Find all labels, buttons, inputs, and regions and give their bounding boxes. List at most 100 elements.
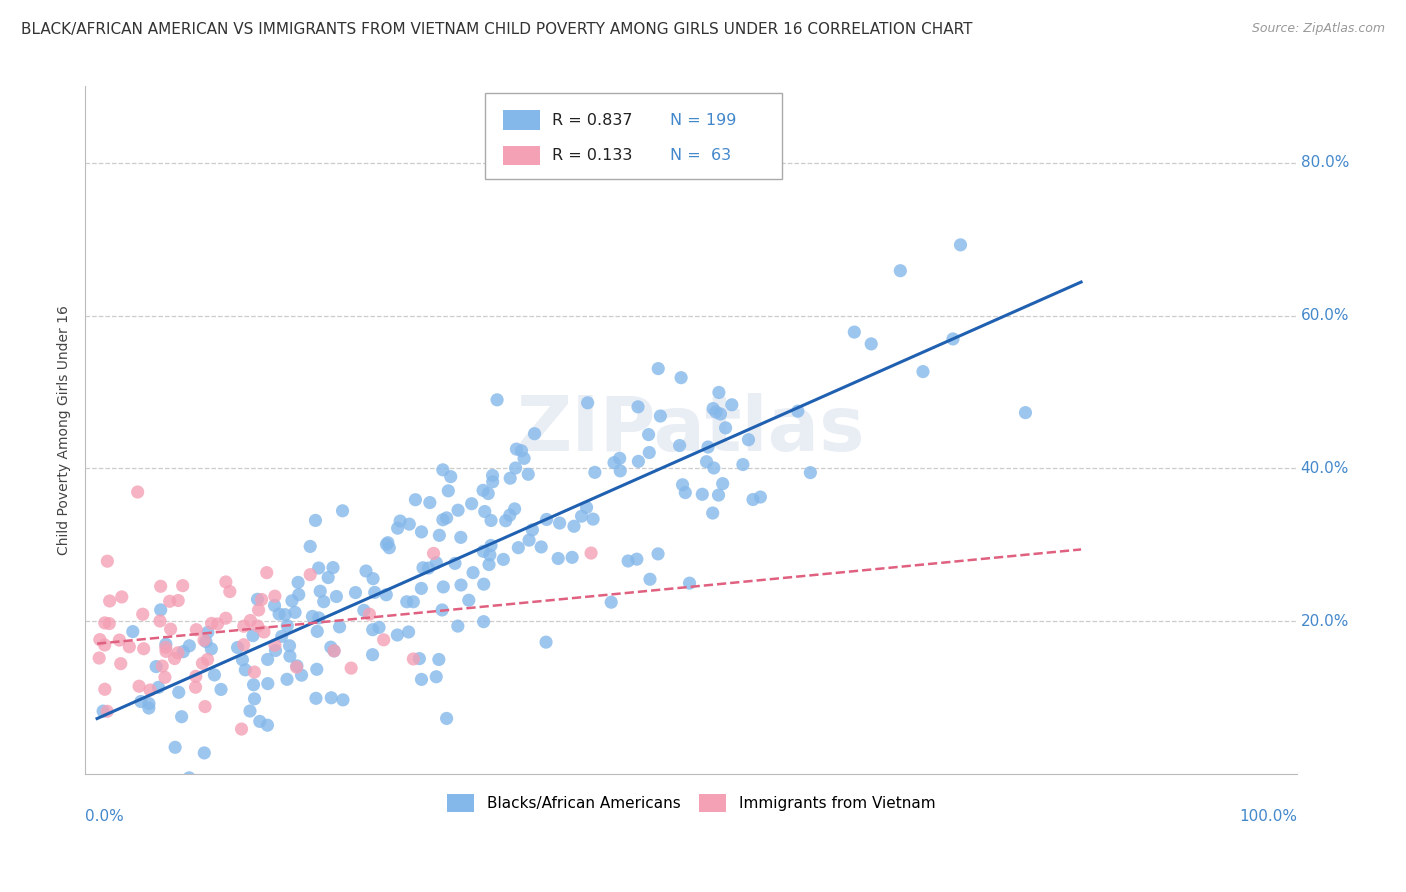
Point: [486, 392, 509, 407]
Point: [243, 665, 266, 679]
Point: [411, 673, 433, 687]
Point: [517, 533, 540, 548]
Point: [284, 605, 307, 619]
Point: [111, 590, 134, 604]
Point: [243, 691, 266, 706]
Point: [450, 578, 472, 592]
Point: [571, 509, 593, 524]
Point: [942, 332, 965, 346]
Point: [522, 523, 544, 537]
Point: [361, 623, 384, 637]
Point: [215, 611, 238, 625]
Point: [285, 660, 308, 674]
Point: [274, 607, 297, 622]
Point: [159, 594, 181, 608]
Point: [226, 640, 249, 655]
Point: [278, 639, 301, 653]
Point: [714, 421, 737, 435]
Point: [460, 497, 482, 511]
Point: [647, 361, 669, 376]
Point: [232, 638, 254, 652]
Point: [121, 624, 143, 639]
Point: [184, 680, 207, 694]
Point: [721, 398, 744, 412]
Point: [707, 385, 730, 400]
Bar: [503, 146, 540, 165]
Point: [322, 560, 344, 574]
Point: [247, 603, 270, 617]
Point: [231, 653, 253, 667]
Point: [89, 632, 111, 647]
Point: [398, 624, 420, 639]
Point: [253, 624, 276, 639]
Point: [478, 548, 501, 562]
Point: [427, 528, 450, 542]
Point: [215, 574, 238, 589]
Point: [167, 593, 190, 607]
Point: [148, 681, 170, 695]
Point: [444, 557, 467, 571]
Text: 20.0%: 20.0%: [1301, 614, 1350, 629]
Point: [118, 640, 141, 654]
Point: [207, 617, 229, 632]
Point: [89, 651, 111, 665]
Point: [139, 683, 162, 698]
Point: [132, 641, 155, 656]
Point: [299, 567, 322, 582]
Point: [432, 580, 454, 594]
Point: [478, 558, 501, 572]
Point: [627, 454, 650, 468]
Point: [368, 620, 391, 634]
Point: [582, 512, 605, 526]
Point: [425, 670, 447, 684]
Point: [711, 476, 734, 491]
Point: [411, 582, 433, 596]
Point: [263, 599, 285, 613]
Point: [627, 400, 650, 414]
Point: [373, 632, 395, 647]
Point: [422, 546, 444, 560]
Point: [576, 396, 599, 410]
Point: [389, 514, 412, 528]
Point: [731, 458, 754, 472]
Point: [149, 603, 172, 617]
Text: 100.0%: 100.0%: [1239, 808, 1298, 823]
Point: [145, 659, 167, 673]
Point: [163, 651, 186, 665]
Point: [170, 709, 193, 723]
Point: [378, 541, 401, 555]
Point: [786, 404, 808, 418]
Point: [427, 652, 450, 666]
Point: [561, 550, 583, 565]
Point: [704, 405, 727, 419]
Point: [669, 370, 692, 384]
Point: [530, 540, 553, 554]
Point: [200, 616, 222, 631]
Point: [481, 475, 503, 489]
Point: [308, 611, 330, 625]
Point: [197, 652, 219, 666]
Point: [218, 584, 240, 599]
Point: [340, 661, 363, 675]
Point: [479, 539, 502, 553]
Point: [375, 588, 398, 602]
Point: [404, 492, 426, 507]
Point: [609, 451, 631, 466]
Point: [149, 774, 172, 789]
Point: [264, 643, 287, 657]
Point: [505, 442, 527, 456]
Point: [432, 513, 454, 527]
Point: [194, 699, 217, 714]
Text: R = 0.133: R = 0.133: [551, 148, 633, 163]
Point: [536, 512, 558, 526]
Point: [495, 514, 517, 528]
Point: [307, 624, 329, 639]
Point: [609, 464, 631, 478]
Point: [193, 633, 215, 648]
Point: [668, 439, 690, 453]
Point: [256, 566, 278, 580]
Point: [626, 552, 648, 566]
Point: [583, 466, 606, 480]
Point: [312, 595, 335, 609]
Point: [697, 440, 720, 454]
